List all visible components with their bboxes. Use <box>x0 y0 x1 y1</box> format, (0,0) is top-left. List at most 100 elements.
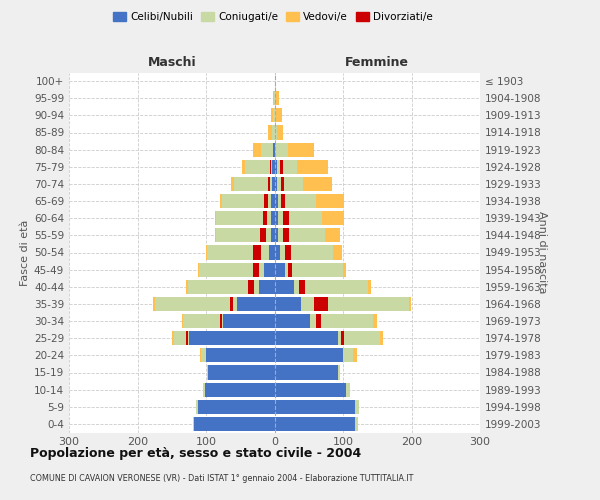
Bar <box>280 160 283 174</box>
Bar <box>346 382 350 396</box>
Bar <box>260 228 266 242</box>
Bar <box>278 228 325 242</box>
Bar <box>263 211 267 225</box>
Bar <box>299 280 305 294</box>
Bar <box>182 314 184 328</box>
Bar <box>322 211 344 225</box>
Bar <box>275 382 346 396</box>
Bar <box>275 160 277 174</box>
Bar <box>278 211 322 225</box>
Bar <box>409 297 411 311</box>
Bar <box>216 228 271 242</box>
Bar <box>343 262 346 276</box>
Bar <box>275 108 276 122</box>
Bar <box>269 246 275 260</box>
Bar <box>275 297 301 311</box>
Y-axis label: Anni di nascita: Anni di nascita <box>537 211 547 294</box>
Bar <box>272 160 275 174</box>
Bar <box>275 331 338 345</box>
Bar <box>200 348 206 362</box>
Bar <box>259 280 275 294</box>
Bar <box>293 280 368 294</box>
Bar <box>220 194 222 208</box>
Bar <box>297 160 328 174</box>
Bar <box>276 108 282 122</box>
Bar <box>253 142 261 156</box>
Bar <box>208 366 275 380</box>
Bar <box>303 177 332 191</box>
Bar <box>253 246 261 260</box>
Bar <box>314 297 328 311</box>
Bar <box>275 314 310 328</box>
Bar <box>199 262 264 276</box>
Bar <box>278 194 316 208</box>
Bar <box>275 194 278 208</box>
Bar <box>273 108 275 122</box>
Bar <box>316 194 344 208</box>
Text: Popolazione per età, sesso e stato civile - 2004: Popolazione per età, sesso e stato civil… <box>30 448 361 460</box>
Bar <box>253 262 259 276</box>
Bar <box>310 314 373 328</box>
Bar <box>287 142 314 156</box>
Bar <box>280 246 334 260</box>
Bar <box>275 400 355 414</box>
Bar <box>230 177 234 191</box>
Bar <box>355 417 358 431</box>
Bar <box>198 400 275 414</box>
Bar <box>237 297 275 311</box>
Bar <box>277 126 283 140</box>
Bar <box>234 177 272 191</box>
Bar <box>264 194 268 208</box>
Bar <box>275 280 293 294</box>
Bar <box>271 228 275 242</box>
Bar <box>271 194 275 208</box>
Bar <box>353 348 356 362</box>
Bar <box>285 262 343 276</box>
Bar <box>206 246 208 260</box>
Bar <box>274 91 275 105</box>
Bar <box>186 280 188 294</box>
Bar <box>275 177 277 191</box>
Bar <box>283 228 289 242</box>
Bar <box>325 228 340 242</box>
Bar <box>283 211 289 225</box>
Bar <box>270 160 271 174</box>
Text: Femmine: Femmine <box>345 56 409 69</box>
Bar <box>275 262 285 276</box>
Bar <box>264 262 275 276</box>
Bar <box>203 382 205 396</box>
Bar <box>343 348 353 362</box>
Bar <box>277 160 297 174</box>
Bar <box>341 331 344 345</box>
Text: COMUNE DI CAVAION VERONESE (VR) - Dati ISTAT 1° gennaio 2004 - Elaborazione TUTT: COMUNE DI CAVAION VERONESE (VR) - Dati I… <box>30 474 413 483</box>
Bar <box>373 314 377 328</box>
Bar <box>286 246 291 260</box>
Bar <box>208 246 269 260</box>
Bar <box>222 194 271 208</box>
Bar <box>174 331 189 345</box>
Bar <box>198 262 199 276</box>
Bar <box>216 211 271 225</box>
Bar <box>275 228 278 242</box>
Legend: Celibi/Nubili, Coniugati/e, Vedovi/e, Divorziati/e: Celibi/Nubili, Coniugati/e, Vedovi/e, Di… <box>109 8 437 26</box>
Bar <box>281 194 285 208</box>
Bar <box>271 211 275 225</box>
Bar <box>196 400 198 414</box>
Text: Maschi: Maschi <box>148 56 196 69</box>
Bar <box>275 126 277 140</box>
Bar <box>261 142 273 156</box>
Bar <box>380 331 383 345</box>
Bar <box>301 297 409 311</box>
Bar <box>206 348 275 362</box>
Bar <box>275 142 287 156</box>
Bar <box>215 228 216 242</box>
Bar <box>288 262 292 276</box>
Bar <box>153 297 155 311</box>
Bar <box>223 314 275 328</box>
Bar <box>338 331 380 345</box>
Bar <box>189 331 275 345</box>
Bar <box>277 177 303 191</box>
Bar <box>273 91 274 105</box>
Bar <box>205 382 275 396</box>
Bar <box>268 126 272 140</box>
